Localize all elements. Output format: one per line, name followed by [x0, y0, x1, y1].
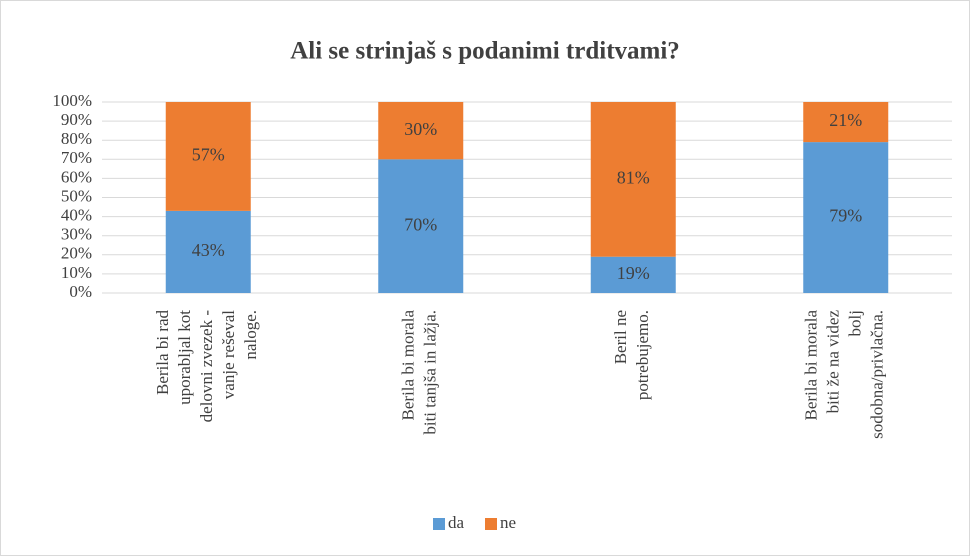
y-tick-label: 70%: [61, 148, 92, 167]
legend-label: da: [448, 513, 465, 532]
x-tick-label: bolj: [846, 310, 865, 336]
bar-segment: [165, 210, 251, 293]
x-tick-label: Berila bi morala: [802, 310, 821, 421]
x-tick-label: biti tanjša in lažja.: [421, 310, 440, 435]
y-tick-label: 50%: [61, 186, 92, 205]
data-label: 30%: [404, 119, 437, 139]
data-label: 19%: [617, 263, 650, 283]
x-tick-label: naloge.: [241, 310, 260, 360]
data-label: 43%: [192, 240, 225, 260]
y-tick-label: 60%: [61, 167, 92, 186]
bar-segment: [803, 142, 889, 293]
bar-segment: [378, 102, 464, 160]
x-tick-label: Berila bi rad: [153, 310, 172, 395]
y-tick-label: 90%: [61, 110, 92, 129]
bar-segment: [590, 256, 676, 293]
legend-swatch: [433, 518, 445, 530]
x-tick-label: sodobna/privlačna.: [868, 310, 887, 439]
x-tick-label: Berila bi morala: [399, 310, 418, 421]
legend-swatch: [485, 518, 497, 530]
bar-segment: [378, 159, 464, 293]
x-tick-label: vanje reševal: [219, 310, 238, 399]
x-tick-label: Beril ne: [611, 310, 630, 364]
data-label: 81%: [617, 167, 650, 187]
x-tick-label: biti že na videz: [824, 310, 843, 414]
x-tick-label: delovni zvezek -: [197, 310, 216, 423]
data-label: 70%: [404, 214, 437, 234]
data-label: 21%: [829, 110, 862, 130]
data-label: 79%: [829, 206, 862, 226]
x-tick-label: uporabljal kot: [175, 310, 194, 405]
y-tick-label: 40%: [61, 206, 92, 225]
y-tick-label: 10%: [61, 263, 92, 282]
data-label: 57%: [192, 145, 225, 165]
x-tick-label: potrebujemo.: [633, 310, 652, 400]
y-tick-label: 20%: [61, 244, 92, 263]
legend-label: ne: [500, 513, 516, 532]
bar-segment: [165, 102, 251, 211]
y-tick-label: 30%: [61, 225, 92, 244]
y-tick-label: 0%: [69, 282, 92, 301]
bar-segment: [590, 102, 676, 257]
bar-segment: [803, 102, 889, 143]
chart-title: Ali se strinjaš s podanimi trditvami?: [290, 38, 680, 65]
y-tick-label: 80%: [61, 129, 92, 148]
y-tick-label: 100%: [52, 91, 92, 110]
